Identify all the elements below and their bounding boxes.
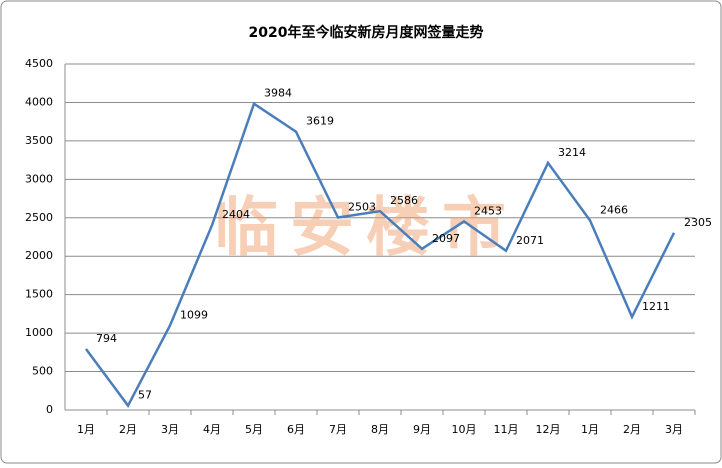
line (84, 101, 676, 408)
x-tick-label: 2月 (623, 423, 641, 436)
x-tick-label: 1月 (77, 423, 95, 436)
x-tick-label: 11月 (494, 423, 519, 436)
data-label: 3984 (264, 87, 292, 100)
x-tick-label: 12月 (536, 423, 561, 436)
x-tick-label: 5月 (245, 423, 263, 436)
x-tick-label: 3月 (665, 423, 683, 436)
y-tick-label: 2500 (25, 211, 53, 224)
data-label: 2503 (348, 201, 376, 214)
y-tick-label: 1000 (25, 326, 53, 339)
data-label: 2404 (222, 208, 250, 221)
data-label: 2466 (600, 203, 628, 216)
watermark: 临安楼市 (214, 192, 518, 266)
x-tick-label: 4月 (203, 423, 221, 436)
data-label: 3214 (558, 146, 586, 159)
chart-title: 2020年至今临安新房月度网签量走势 (249, 24, 484, 41)
x-tick-label: 8月 (371, 423, 389, 436)
data-label: 2097 (432, 232, 460, 245)
y-tick-label: 500 (32, 365, 53, 378)
x-tick-label: 7月 (329, 423, 347, 436)
y-tick-label: 4000 (25, 95, 53, 108)
x-tick-label: 6月 (287, 423, 305, 436)
x-tick-label: 3月 (161, 423, 179, 436)
data-label: 2453 (474, 204, 502, 217)
x-tick-label: 1月 (581, 423, 599, 436)
data-label: 2071 (516, 234, 544, 247)
data-label: 3619 (306, 115, 334, 128)
x-tick-label: 10月 (452, 423, 477, 436)
x-tick-label: 2月 (119, 423, 137, 436)
y-tick-label: 0 (46, 403, 53, 416)
data-label: 57 (138, 389, 152, 402)
data-label: 1211 (642, 300, 670, 313)
data-label: 2305 (684, 216, 712, 229)
y-tick-label: 3000 (25, 172, 53, 185)
y-tick-label: 4500 (25, 57, 53, 70)
y-tick-label: 1500 (25, 288, 53, 301)
x-tick-label: 9月 (413, 423, 431, 436)
data-label: 2586 (390, 194, 418, 207)
y-tick-label: 2000 (25, 249, 53, 262)
y-tick-label: 3500 (25, 134, 53, 147)
data-label: 1099 (180, 308, 208, 321)
data-label: 794 (96, 332, 117, 345)
